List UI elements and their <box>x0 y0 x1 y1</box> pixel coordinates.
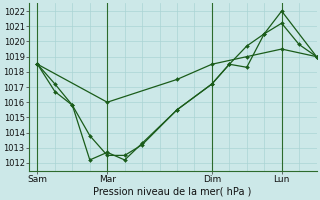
X-axis label: Pression niveau de la mer( hPa ): Pression niveau de la mer( hPa ) <box>93 187 252 197</box>
